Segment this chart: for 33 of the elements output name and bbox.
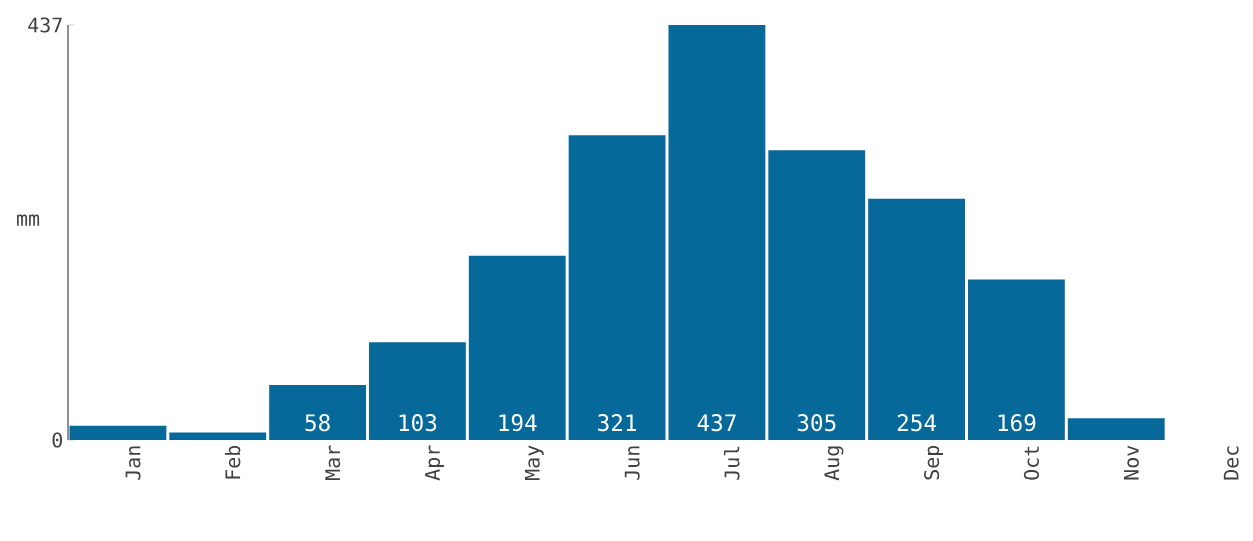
x-tick-label: May — [524, 445, 544, 480]
data-label: 194 — [499, 414, 537, 432]
x-tick-label: Mar — [325, 445, 341, 480]
x-tick-label: Feb — [224, 445, 241, 479]
bar — [668, 24, 766, 440]
bar — [369, 342, 466, 440]
data-label: 437 — [697, 414, 736, 432]
bar — [169, 432, 267, 440]
data-label: 321 — [598, 414, 637, 432]
bar — [568, 135, 666, 440]
x-tick-label: Jan — [125, 446, 141, 480]
y-axis-title: mm — [17, 214, 40, 226]
x-tick-label: Nov — [1123, 445, 1139, 480]
bar — [269, 384, 367, 440]
y-tick-label: 0 — [52, 432, 62, 448]
x-tick-label: Dec — [1223, 446, 1239, 480]
data-label: 305 — [797, 414, 836, 432]
x-tick-label: Sep — [924, 445, 944, 480]
bar — [1067, 418, 1165, 440]
data-label: 254 — [897, 414, 936, 432]
x-tick-label: Jul — [723, 446, 740, 480]
data-label: 103 — [399, 414, 437, 432]
x-tick-label: Jun — [624, 446, 640, 480]
bar — [967, 279, 1065, 440]
data-label: 58 — [305, 414, 330, 432]
x-tick-label: Apr — [425, 445, 444, 481]
x-tick-label: Aug — [824, 446, 844, 481]
data-label: 169 — [998, 414, 1036, 432]
bar — [69, 425, 167, 440]
bar — [868, 198, 965, 440]
x-tick-label: Oct — [1023, 446, 1040, 480]
bar — [468, 255, 566, 440]
bar — [768, 150, 866, 440]
